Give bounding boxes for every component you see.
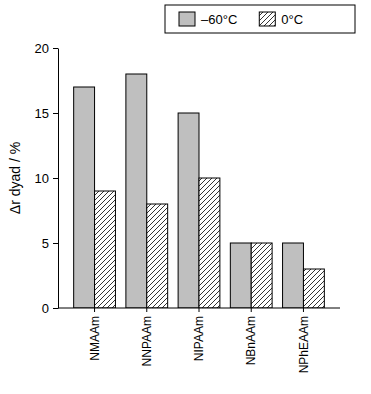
tick-mark: [53, 48, 58, 49]
bar: [126, 74, 147, 308]
tick-label: 5: [42, 236, 49, 251]
tick-label: 15: [35, 106, 49, 121]
x-axis: NMAAm NNPAAm NIPAAm NBnAAm NPhEAAm: [58, 308, 340, 373]
tick-label: NPhEAAm: [297, 316, 311, 373]
bar: [147, 204, 168, 308]
tick-mark: [303, 308, 304, 312]
tick: 5: [42, 236, 58, 251]
tick-label: 0: [42, 301, 49, 316]
bar: [74, 87, 95, 308]
bar: [303, 269, 324, 308]
legend: –60°C 0°C: [165, 5, 355, 33]
tick: NIPAAm: [192, 308, 206, 361]
legend-label: 0°C: [281, 12, 303, 27]
tick: NNPAAm: [140, 308, 154, 366]
bar: [283, 243, 304, 308]
tick: 15: [35, 106, 58, 121]
tick-mark: [53, 308, 58, 309]
legend-label: –60°C: [201, 12, 237, 27]
axis-line: [58, 49, 59, 309]
tick: NPhEAAm: [297, 308, 311, 373]
tick-label: NMAAm: [88, 316, 102, 361]
tick: 10: [35, 171, 58, 186]
tick-mark: [53, 243, 58, 244]
axis-title: Δr dyad / %: [7, 142, 23, 214]
legend-swatch: [259, 12, 275, 26]
tick: 20: [35, 41, 58, 56]
bar: [199, 178, 220, 308]
tick: NMAAm: [88, 308, 102, 361]
chart: 0 5 10 15 20 NMAAm NNPAAm NIPAAm NBnAAm NPhEAAm Δr…: [0, 0, 371, 394]
tick-label: 10: [35, 171, 49, 186]
bar: [178, 113, 199, 308]
tick-label: NIPAAm: [192, 316, 206, 361]
tick-label: NNPAAm: [140, 316, 154, 366]
tick-mark: [199, 308, 200, 312]
legend-swatch: [179, 12, 195, 26]
tick-mark: [146, 308, 147, 312]
tick-label: 20: [35, 41, 49, 56]
tick: 0: [42, 301, 58, 316]
tick-label: NBnAAm: [244, 316, 258, 365]
tick-mark: [53, 113, 58, 114]
tick: NBnAAm: [244, 308, 258, 365]
bar: [251, 243, 272, 308]
bars: [74, 74, 325, 308]
legend-box: [165, 5, 355, 33]
tick-mark: [251, 308, 252, 312]
tick-mark: [94, 308, 95, 312]
y-axis: 0 5 10 15 20: [35, 41, 59, 316]
bar: [95, 191, 116, 308]
tick-mark: [53, 178, 58, 179]
bar: [230, 243, 251, 308]
